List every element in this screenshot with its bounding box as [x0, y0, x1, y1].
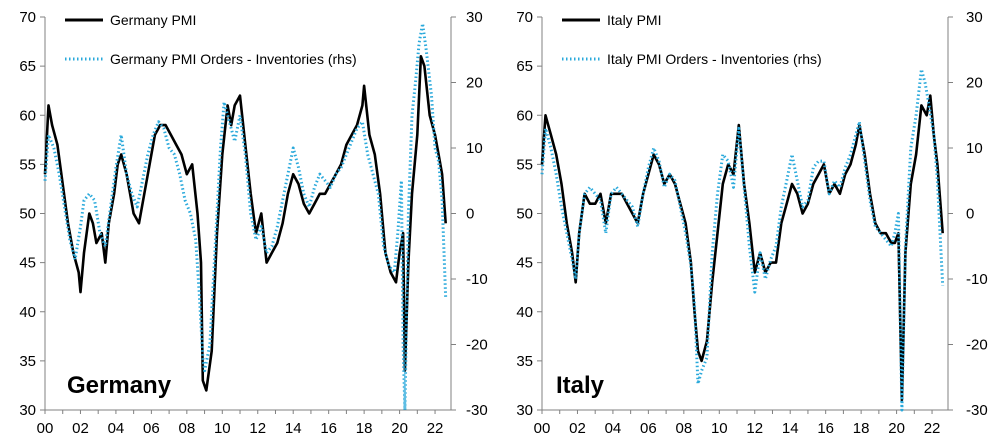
left-y-tick-label: 40 — [516, 304, 533, 321]
left-y-tick-label: 35 — [19, 353, 36, 370]
x-tick-label: 00 — [534, 420, 551, 437]
left-y-tick-label: 40 — [19, 304, 36, 321]
right-y-tick-label: -30 — [466, 402, 488, 419]
left-y-tick-label: 55 — [516, 156, 533, 173]
x-tick-label: 08 — [178, 420, 195, 437]
right-y-tick-label: 30 — [466, 9, 483, 26]
chart-title: Italy — [556, 372, 605, 399]
x-tick-label: 00 — [37, 420, 54, 437]
germany-pmi-line — [43, 55, 447, 392]
x-tick-label: 18 — [356, 420, 373, 437]
right-y-tick-label: 0 — [466, 206, 474, 223]
legend-label-germany-pmi: Germany PMI — [110, 12, 196, 28]
legend-label-germany-pmi-orders-inventories-rhs: Germany PMI Orders - Inventories (rhs) — [110, 51, 357, 67]
left-y-tick-label: 60 — [19, 107, 36, 124]
left-y-tick-label: 30 — [516, 402, 533, 419]
chart-title: Germany — [67, 372, 172, 399]
right-y-tick-label: -20 — [966, 337, 988, 354]
x-tick-label: 22 — [427, 420, 444, 437]
x-tick-label: 10 — [214, 420, 231, 437]
x-tick-label: 18 — [853, 420, 870, 437]
x-tick-label: 12 — [746, 420, 763, 437]
right-y-tick-label: 30 — [966, 9, 983, 26]
x-tick-label: 02 — [569, 420, 586, 437]
x-tick-label: 16 — [320, 420, 337, 437]
left-y-tick-label: 65 — [516, 58, 533, 75]
legend-label-italy-pmi: Italy PMI — [607, 12, 661, 28]
germany-chart-panel: 30 35 40 45 50 55 60 65 70 -30 -20 -10 0 10 20 30 00 02 04… — [0, 0, 495, 445]
italy-chart-panel: 30 35 40 45 50 55 60 65 70 -30 -20 -10 0 10 20 30 00 02 04… — [496, 0, 991, 445]
right-y-tick-label: -30 — [966, 402, 988, 419]
left-y-tick-label: 55 — [19, 156, 36, 173]
x-tick-label: 14 — [285, 420, 302, 437]
x-tick-label: 06 — [143, 420, 160, 437]
left-y-tick-label: 45 — [19, 255, 36, 272]
right-y-tick-label: -10 — [966, 271, 988, 288]
x-tick-label: 02 — [72, 420, 89, 437]
x-tick-label: 06 — [640, 420, 657, 437]
x-tick-label: 10 — [711, 420, 728, 437]
left-y-tick-label: 50 — [19, 206, 36, 223]
italy-pmi-line — [540, 94, 944, 402]
right-y-tick-label: 20 — [966, 75, 983, 92]
right-y-tick-label: -10 — [466, 271, 488, 288]
x-tick-label: 22 — [924, 420, 941, 437]
left-y-tick-label: 70 — [19, 9, 36, 26]
italy-pmi-orders-inventories-rhs-line — [540, 67, 945, 412]
x-tick-label: 04 — [605, 420, 622, 437]
right-y-tick-label: 10 — [466, 140, 483, 157]
left-y-tick-label: 70 — [516, 9, 533, 26]
legend-label-italy-pmi-orders-inventories-rhs: Italy PMI Orders - Inventories (rhs) — [607, 51, 822, 67]
right-y-tick-label: 0 — [966, 206, 974, 223]
left-y-tick-label: 35 — [516, 353, 533, 370]
x-tick-label: 12 — [249, 420, 266, 437]
x-tick-label: 04 — [108, 420, 125, 437]
left-y-tick-label: 50 — [516, 206, 533, 223]
germany-pmi-orders-inventories-rhs-line — [43, 22, 448, 412]
x-tick-label: 20 — [888, 420, 905, 437]
left-y-tick-label: 45 — [516, 255, 533, 272]
right-y-tick-label: -20 — [466, 337, 488, 354]
x-tick-label: 08 — [675, 420, 692, 437]
right-y-tick-label: 10 — [966, 140, 983, 157]
left-y-tick-label: 60 — [516, 107, 533, 124]
left-y-tick-label: 30 — [19, 402, 36, 419]
right-y-tick-label: 20 — [466, 75, 483, 92]
x-tick-label: 20 — [391, 420, 408, 437]
left-y-tick-label: 65 — [19, 58, 36, 75]
x-tick-label: 14 — [782, 420, 799, 437]
x-tick-label: 16 — [817, 420, 834, 437]
